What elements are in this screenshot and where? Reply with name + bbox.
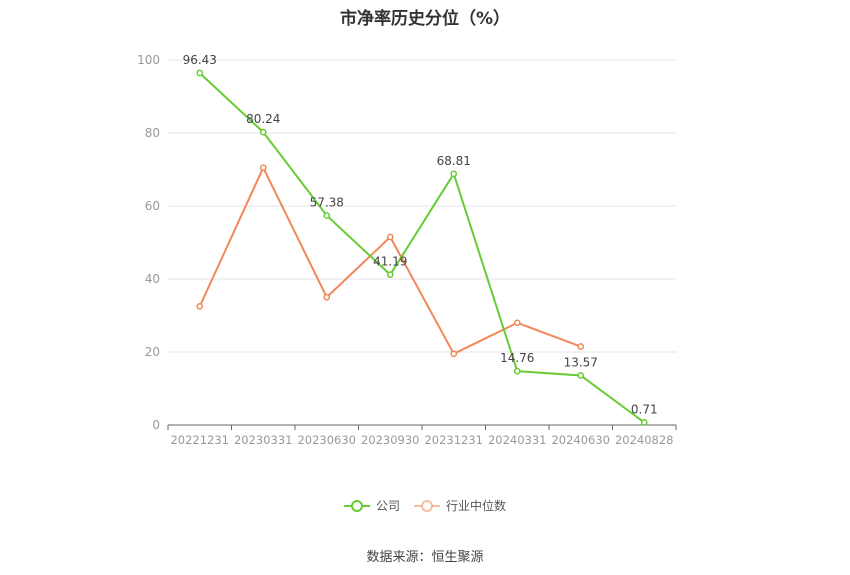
company-point (513, 367, 521, 375)
company-data-label: 41.19 (373, 255, 407, 269)
industry-point (323, 293, 331, 301)
company-data-label: 13.57 (564, 355, 598, 369)
x-tick-label: 20230930 (361, 433, 420, 447)
data-labels: 96.43 80.24 57.38 41.19 68.81 14.76 13.57 0.71 (183, 53, 658, 416)
legend-label: 公司 (375, 499, 400, 513)
company-data-label: 96.43 (183, 53, 217, 67)
legend-line-marker-icon (343, 499, 370, 512)
x-tick-label: 20221231 (170, 433, 229, 447)
company-data-label: 14.76 (500, 351, 534, 365)
legend-item-industry[interactable]: 行业中位数 (414, 497, 506, 514)
x-tick-label: 20230630 (297, 433, 356, 447)
x-tick-label: 20240331 (488, 433, 547, 447)
legend-item-company[interactable]: 公司 (343, 497, 400, 514)
company-point (259, 128, 267, 136)
y-tick-label: 0 (152, 418, 160, 432)
industry-point (386, 233, 394, 241)
y-tick-label: 60 (145, 199, 160, 213)
x-tick-label: 20230331 (234, 433, 293, 447)
company-data-label: 0.71 (631, 402, 658, 416)
industry-point (577, 343, 585, 350)
axes: 0 20 40 60 80 100 20221231 20230331 20230630 2023… (137, 53, 677, 447)
x-tick-label: 20240630 (551, 433, 610, 447)
grid-lines (168, 59, 676, 353)
industry-point (513, 319, 521, 327)
legend-label: 行业中位数 (446, 499, 507, 513)
company-point (640, 419, 648, 426)
legend-line-marker-icon (414, 499, 440, 512)
company-point (386, 271, 394, 279)
x-tick-label: 20231231 (424, 433, 483, 447)
company-line (199, 72, 645, 424)
series (196, 69, 648, 426)
y-tick-label: 100 (137, 53, 160, 67)
company-data-label: 68.81 (437, 154, 471, 168)
industry-point (259, 164, 267, 172)
company-point (196, 69, 204, 77)
source-note: 数据来源：恒生聚源 (366, 550, 484, 565)
y-tick-label: 80 (145, 126, 160, 140)
company-data-label: 80.24 (246, 112, 280, 126)
chart-title: 市净率历史分位（%） (339, 9, 511, 29)
industry-point (450, 350, 458, 358)
y-tick-label: 40 (145, 272, 160, 286)
company-point (577, 372, 585, 379)
legend: 公司 行业中位数 (0, 497, 850, 514)
y-tick-label: 20 (145, 345, 160, 359)
company-point (450, 170, 458, 178)
company-point (323, 212, 331, 219)
x-tick-label: 20240828 (615, 433, 674, 447)
industry-point (196, 303, 204, 310)
company-data-label: 57.38 (310, 196, 344, 210)
